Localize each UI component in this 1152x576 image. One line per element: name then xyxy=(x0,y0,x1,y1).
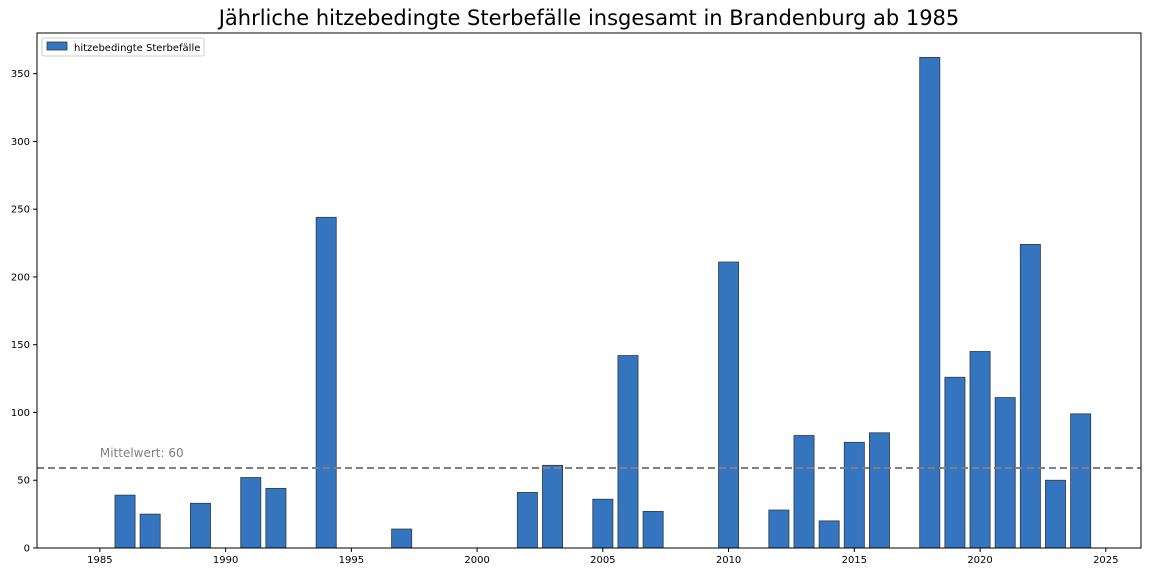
legend-label: hitzebedingte Sterbefälle xyxy=(74,43,200,54)
bar-1989 xyxy=(189,502,211,549)
bar-2023 xyxy=(1045,479,1066,549)
bars-layer xyxy=(114,56,1092,549)
bar-2015 xyxy=(843,441,865,549)
x-axis: 1985 1990 1995 2000 2005 2010 2015 2020 2025 xyxy=(87,548,1119,566)
y-tick-label-150: 150 xyxy=(11,340,30,351)
y-tick-label-250: 250 xyxy=(11,205,30,216)
bar-2021 xyxy=(994,397,1016,549)
x-tick-label-2005: 2005 xyxy=(590,555,615,566)
mean-layer: Mittelwert: 60 xyxy=(37,446,1141,470)
legend-swatch xyxy=(46,41,68,51)
y-tick-label-350: 350 xyxy=(11,69,30,80)
bar-1997 xyxy=(391,528,413,549)
bar-2002 xyxy=(516,492,538,549)
bar-2020 xyxy=(969,351,991,549)
legend: hitzebedingte Sterbefälle xyxy=(41,37,205,57)
plot-frame xyxy=(36,32,1142,549)
bar-2003 xyxy=(542,464,563,549)
y-tick-label-100: 100 xyxy=(11,408,30,419)
y-tick-label-200: 200 xyxy=(11,272,30,283)
x-tick-label-1995: 1995 xyxy=(339,555,364,566)
chart-title: Jährliche hitzebedingte Sterbefälle insg… xyxy=(218,6,960,30)
x-tick-label-2015: 2015 xyxy=(842,555,867,566)
x-tick-label-2020: 2020 xyxy=(967,555,992,566)
bar-2013 xyxy=(793,435,815,549)
bar-1987 xyxy=(139,513,161,549)
bar-2010 xyxy=(718,261,740,549)
bar-2007 xyxy=(642,511,664,549)
bar-2012 xyxy=(768,509,790,549)
bar-2022 xyxy=(1019,244,1041,549)
y-tick-label-50: 50 xyxy=(17,476,30,487)
x-tick-label-2000: 2000 xyxy=(464,555,489,566)
bar-1986 xyxy=(114,494,136,549)
bar-1994 xyxy=(315,216,337,549)
x-tick-label-2010: 2010 xyxy=(716,555,741,566)
legend-box xyxy=(41,37,205,57)
bar-2005 xyxy=(592,498,614,549)
y-axis: 0 50 100 150 200 250 300 350 xyxy=(11,69,37,555)
bar-1991 xyxy=(240,477,262,549)
bar-2006 xyxy=(617,355,639,549)
x-tick-label-2025: 2025 xyxy=(1093,555,1118,566)
y-tick-label-0: 0 xyxy=(24,544,30,555)
bar-2019 xyxy=(944,376,966,549)
bar-2018 xyxy=(919,56,941,549)
mean-label: Mittelwert: 60 xyxy=(100,446,184,460)
x-tick-label-1985: 1985 xyxy=(87,555,112,566)
x-tick-label-1990: 1990 xyxy=(213,555,238,566)
bar-2024 xyxy=(1070,413,1092,549)
bar-2016 xyxy=(869,432,890,549)
y-tick-label-300: 300 xyxy=(11,137,30,148)
bar-2014 xyxy=(818,520,840,549)
bar-1992 xyxy=(265,487,287,549)
